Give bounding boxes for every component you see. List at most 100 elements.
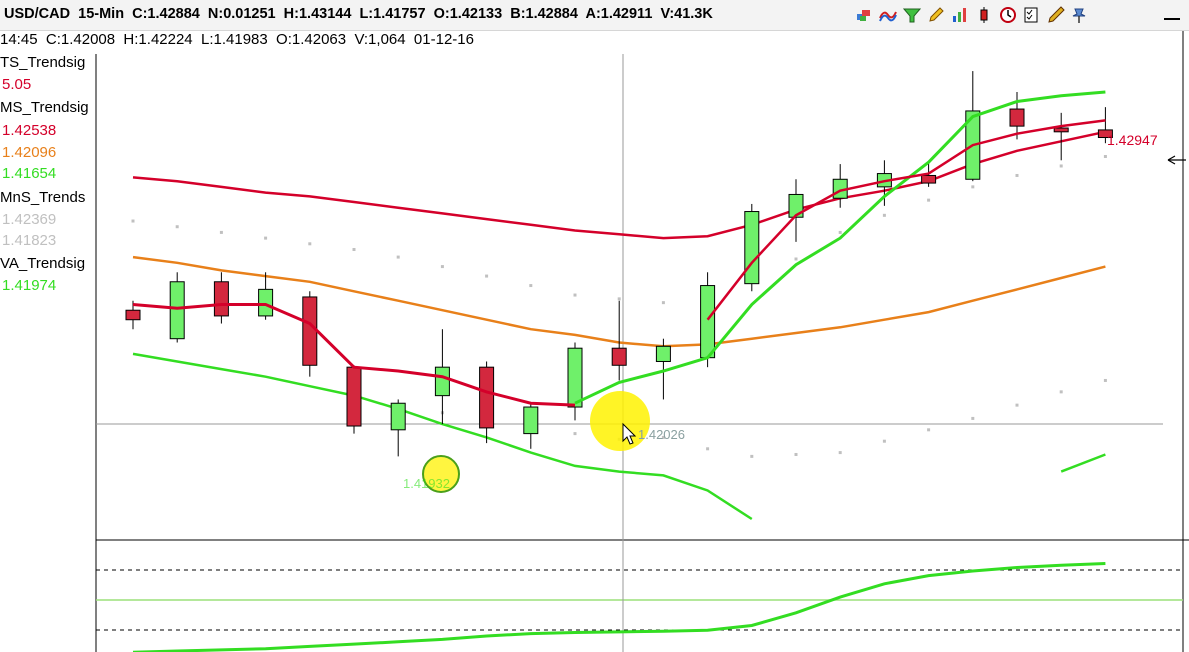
candle-body (744, 211, 760, 285)
upper-dot (529, 284, 533, 288)
lower-dot (661, 435, 665, 439)
mouse-cursor-icon (622, 422, 637, 445)
candle (567, 342, 583, 421)
candle (1053, 112, 1069, 161)
lower-dot (750, 454, 754, 458)
candle (655, 338, 671, 400)
volume-value: V:41.3K (660, 6, 713, 22)
upper-dot (927, 198, 931, 202)
lower-pane-layer (132, 562, 1106, 652)
candle-icon[interactable] (972, 3, 996, 27)
legend-ms-name[interactable]: MS_Trendsig (0, 99, 89, 116)
minimize-button[interactable] (1160, 6, 1184, 24)
candle-body (611, 347, 627, 366)
candle-body (258, 288, 274, 317)
candle (523, 403, 539, 449)
layers-icon[interactable] (852, 3, 876, 27)
upper-dot (1103, 154, 1107, 158)
candle (169, 272, 185, 343)
signal-line-red-mid (706, 172, 929, 321)
quote-summary: USD/CAD 15-Min C:1.42884 N:0.01251 H:1.4… (4, 6, 713, 22)
filter-icon[interactable] (900, 3, 924, 27)
toolbar-icons (852, 3, 1092, 27)
candle (965, 71, 981, 182)
cursor-readout-label: 1.42026 (638, 427, 685, 442)
lower-dot (706, 447, 710, 451)
candle (258, 272, 274, 320)
legend-va-name[interactable]: VA_Trendsig (0, 255, 86, 272)
candles-layer (125, 71, 1113, 457)
legend-ms-value-1: 1.42538 (2, 122, 57, 139)
candle-body (567, 347, 583, 408)
upper-dot (219, 230, 223, 234)
candle-body (523, 406, 539, 435)
circle-readout-label: 1.41932 (403, 476, 450, 491)
drawing-pen-icon[interactable] (1044, 3, 1068, 27)
upper-dot (264, 236, 268, 240)
highlight-circle-yellow (590, 391, 650, 451)
candle-body (655, 345, 671, 362)
highlight-circle-green (422, 455, 460, 493)
price-pointer-icon (1167, 155, 1186, 165)
interval-label[interactable]: 15-Min (78, 6, 125, 22)
symbol-label: USD/CAD (4, 6, 71, 22)
legend-mns-value-1: 1.42369 (2, 211, 57, 228)
ask-value: A:1.42911 (585, 6, 653, 22)
indicator-legend: TS_Trendsig 5.05 MS_Trendsig 1.42538 1.4… (0, 54, 96, 652)
legend-ts-value: 5.05 (2, 76, 32, 93)
candle-body (1009, 108, 1025, 127)
lower-dot (971, 416, 975, 420)
lower-dot (1103, 378, 1107, 382)
candle (611, 300, 627, 381)
upper-dot (573, 293, 577, 297)
lower-dot (573, 432, 577, 436)
close-value: C:1.42884 (132, 6, 200, 22)
signal-line-red (132, 303, 576, 407)
legend-ms-value-2: 1.42096 (2, 144, 57, 161)
lower-dot (882, 439, 886, 443)
legend-mns-name[interactable]: MnS_Trends (0, 189, 86, 206)
pencil-icon[interactable] (924, 3, 948, 27)
high-value: H:1.43144 (283, 6, 352, 22)
upper-dot (838, 230, 842, 234)
checklist-icon[interactable] (1020, 3, 1044, 27)
low-value: L:1.41757 (359, 6, 426, 22)
candle-body (700, 285, 716, 359)
upper-dot (485, 274, 489, 278)
candle (788, 179, 804, 242)
upper-dot (308, 242, 312, 246)
open-value: O:1.42133 (433, 6, 503, 22)
lower-dot (838, 451, 842, 455)
candle (832, 164, 848, 208)
candle-body (169, 281, 185, 340)
candle (302, 291, 318, 377)
upper-dot (1015, 173, 1019, 177)
lower-dot (1059, 390, 1063, 394)
signal-line-red-upper (927, 119, 1106, 175)
upper-dot (882, 213, 886, 217)
bid-value: B:1.42884 (510, 6, 578, 22)
clock-icon[interactable] (996, 3, 1020, 27)
lower-dot (1015, 403, 1019, 407)
legend-mns-value-2: 1.41823 (2, 232, 57, 249)
candle (390, 399, 406, 457)
candle-body (921, 174, 937, 184)
wave-icon[interactable] (876, 3, 900, 27)
candle (213, 272, 229, 324)
pin-icon[interactable] (1068, 3, 1092, 27)
candle (346, 365, 362, 434)
candle-body (788, 193, 804, 218)
legend-va-value: 1.41974 (2, 277, 57, 294)
legend-ms-value-3: 1.41654 (2, 165, 57, 182)
signal-line-green (574, 90, 1106, 405)
net-change-value: N:0.01251 (207, 6, 276, 22)
crosshair-bar-info: 14:45 C:1.42008 H:1.42224 L:1.41983 O:1.… (0, 31, 474, 48)
upper-dot (131, 219, 135, 223)
lower-dot (794, 452, 798, 456)
candle-body (302, 296, 318, 366)
legend-ts-name[interactable]: TS_Trendsig (0, 54, 86, 71)
candle-body (213, 281, 229, 317)
upper-dot (352, 247, 356, 251)
bar-chart-icon[interactable] (948, 3, 972, 27)
